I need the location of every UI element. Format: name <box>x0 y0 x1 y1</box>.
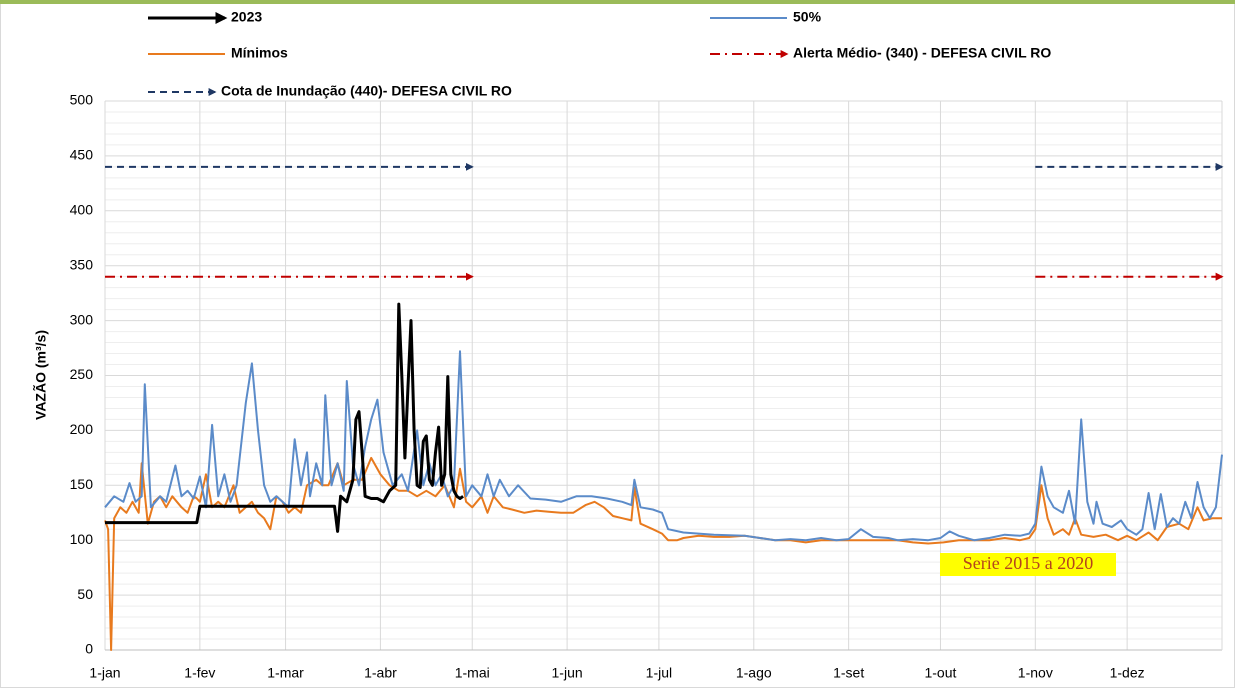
x-tick-label: 1-dez <box>1110 665 1145 681</box>
y-tick-label: 50 <box>77 586 93 602</box>
x-tick-label: 1-abr <box>364 665 397 681</box>
x-tick-label: 1-jan <box>89 665 120 681</box>
y-tick-label: 500 <box>70 92 94 108</box>
x-tick-label: 1-fev <box>184 665 215 681</box>
series-line <box>104 456 1222 651</box>
x-tick-label: 1-nov <box>1018 665 1053 681</box>
y-tick-label: 150 <box>70 476 94 492</box>
x-tick-label: 1-ago <box>736 665 772 681</box>
series-line <box>104 350 1223 542</box>
x-tick-label: 1-mai <box>455 665 490 681</box>
y-axis-label: VAZÃO (m³/s) <box>32 330 49 420</box>
legend-label: Cota de Inundação (440)- DEFESA CIVIL RO <box>221 83 512 99</box>
y-tick-label: 350 <box>70 256 94 272</box>
y-tick-label: 400 <box>70 202 94 218</box>
x-tick-label: 1-set <box>833 665 864 681</box>
legend-label: 2023 <box>231 9 262 25</box>
annotation-box <box>940 553 1116 576</box>
x-tick-label: 1-out <box>924 665 956 681</box>
y-tick-label: 100 <box>70 531 94 547</box>
legend-label: 50% <box>793 9 822 25</box>
annotation: Serie 2015 a 2020 <box>963 553 1093 573</box>
x-tick-label: 1-mar <box>267 665 304 681</box>
legend-label: Mínimos <box>231 45 288 61</box>
y-tick-label: 200 <box>70 421 94 437</box>
y-tick-label: 450 <box>70 147 94 163</box>
top-border <box>0 0 1235 4</box>
y-tick-label: 300 <box>70 311 94 327</box>
x-tick-label: 1-jun <box>552 665 583 681</box>
y-tick-label: 0 <box>85 641 93 657</box>
y-tick-label: 250 <box>70 366 94 382</box>
x-tick-label: 1-jul <box>646 665 672 681</box>
series-line <box>105 302 464 533</box>
legend-label: Alerta Médio- (340) - DEFESA CIVIL RO <box>793 45 1051 61</box>
